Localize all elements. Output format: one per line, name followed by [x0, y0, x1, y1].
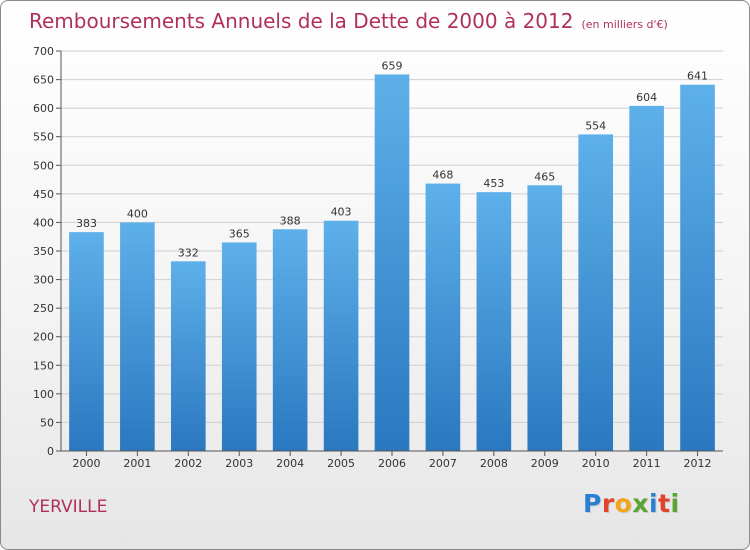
y-tick-label: 150	[33, 359, 54, 372]
value-label-2006: 659	[382, 59, 403, 72]
bars	[69, 74, 715, 452]
y-tick-label: 0	[47, 445, 54, 458]
bar-2008[interactable]	[476, 192, 512, 451]
bar-2009[interactable]	[527, 185, 563, 452]
bar-2002[interactable]	[170, 261, 206, 451]
y-axis-ticks: 0 50 100 150 200 250 300 350 400 450 500 550 600 650 7…	[33, 45, 61, 458]
proxiti-logo[interactable]: Proxiti	[583, 489, 680, 518]
bar-2005[interactable]	[323, 220, 359, 451]
y-tick-label: 600	[33, 102, 54, 115]
bar-chart: 0 50 100 150 200 250 300 350 400 450 500 550 600 650 7…	[33, 45, 723, 470]
x-tick-label-2001: 2001	[123, 457, 151, 470]
logo-letter: i	[670, 489, 680, 518]
y-tick-label: 650	[33, 74, 54, 87]
value-label-2002: 332	[178, 246, 199, 259]
chart-title: Remboursements Annuels de la Dette de 20…	[29, 9, 668, 33]
value-label-2004: 388	[280, 214, 301, 227]
value-label-2007: 468	[432, 169, 453, 182]
x-tick-label-2006: 2006	[378, 457, 406, 470]
x-tick-label-2007: 2007	[429, 457, 457, 470]
value-label-2000: 383	[76, 217, 97, 230]
x-tick-label-2003: 2003	[225, 457, 253, 470]
town-name: YERVILLE	[29, 497, 108, 517]
logo-letter: t	[658, 489, 671, 518]
bar-2000[interactable]	[69, 232, 104, 451]
bar-2006[interactable]	[374, 74, 410, 451]
bar-2011[interactable]	[629, 105, 664, 451]
y-tick-label: 50	[40, 416, 54, 429]
y-tick-label: 350	[33, 245, 54, 258]
value-label-2012: 641	[687, 70, 708, 83]
bar-2004[interactable]	[272, 229, 308, 451]
y-tick-label: 400	[33, 216, 54, 229]
value-label-2003: 365	[229, 227, 250, 240]
value-labels: 383 400 332 365 388 403 659 468 453 465 554 604 641	[76, 59, 708, 259]
x-tick-label-2009: 2009	[531, 457, 559, 470]
bar-2003[interactable]	[221, 242, 257, 451]
x-tick-label-2010: 2010	[582, 457, 610, 470]
logo-letter: P	[583, 489, 602, 518]
x-tick-label-2011: 2011	[633, 457, 661, 470]
value-label-2009: 465	[534, 170, 555, 183]
y-tick-label: 100	[33, 388, 54, 401]
bar-2012[interactable]	[680, 84, 715, 451]
value-label-2001: 400	[127, 207, 148, 220]
y-tick-label: 250	[33, 302, 54, 315]
logo-letter: r	[601, 489, 615, 518]
chart-subtitle: (en milliers d'€)	[581, 18, 668, 31]
logo-letter: o	[614, 489, 633, 518]
y-tick-label: 550	[33, 131, 54, 144]
x-tick-label-2000: 2000	[72, 457, 100, 470]
chart-title-text: Remboursements Annuels de la Dette de 20…	[29, 9, 574, 33]
value-label-2010: 554	[585, 119, 606, 132]
x-tick-label-2005: 2005	[327, 457, 355, 470]
x-tick-label-2004: 2004	[276, 457, 304, 470]
y-tick-label: 700	[33, 45, 54, 58]
x-tick-label-2008: 2008	[480, 457, 508, 470]
y-tick-label: 300	[33, 274, 54, 287]
y-tick-label: 200	[33, 331, 54, 344]
value-label-2008: 453	[483, 177, 504, 190]
x-tick-label-2002: 2002	[174, 457, 202, 470]
y-tick-label: 450	[33, 188, 54, 201]
value-label-2011: 604	[636, 91, 657, 104]
value-label-2005: 403	[331, 206, 352, 219]
x-axis-ticks: 2000 2001 2002 2003 2004 2005 2006 2007 2008 2009…	[72, 451, 712, 470]
bar-2007[interactable]	[425, 183, 461, 452]
logo-letter: i	[649, 489, 659, 518]
bar-2001[interactable]	[120, 222, 155, 451]
y-tick-label: 500	[33, 159, 54, 172]
logo-letter: x	[632, 489, 649, 518]
x-tick-label-2012: 2012	[684, 457, 712, 470]
bar-2010[interactable]	[578, 134, 614, 451]
